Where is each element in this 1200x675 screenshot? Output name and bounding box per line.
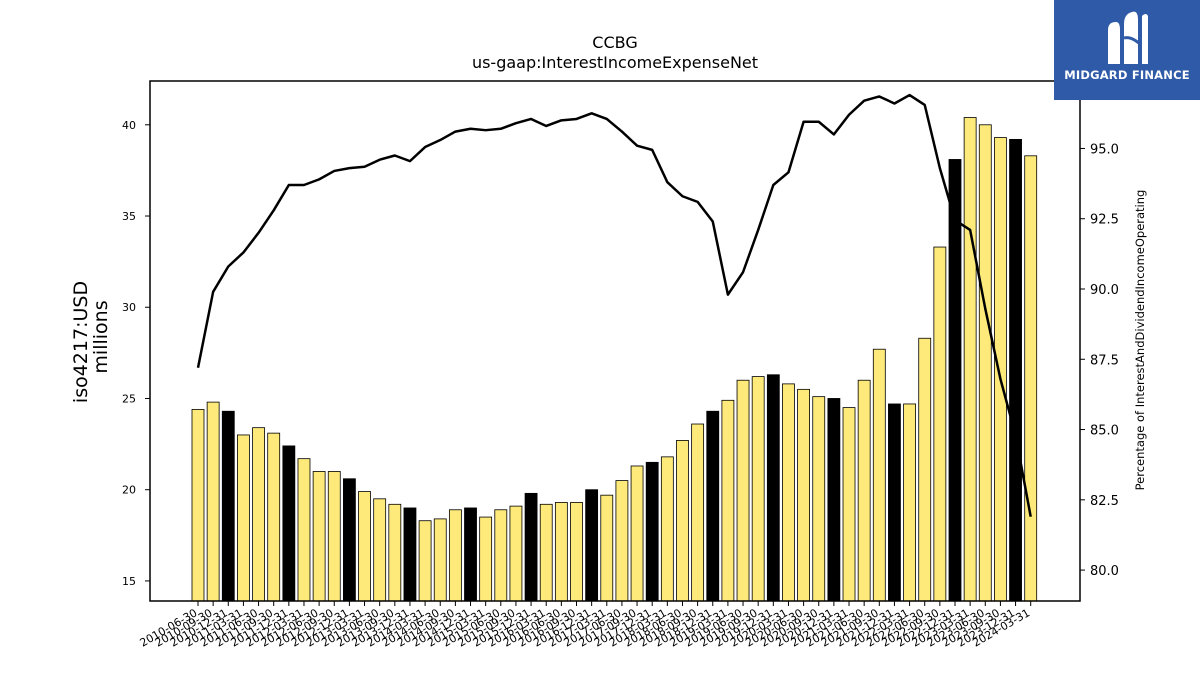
bar-2011-09-30 xyxy=(267,432,281,602)
x-ticks: 2010-06-302010-09-302010-12-312011-03-31… xyxy=(138,601,1032,650)
y-tick-label: 20 xyxy=(122,484,136,497)
bar-2011-12-31 xyxy=(282,445,296,602)
bar-2021-06-30 xyxy=(857,379,871,602)
bar-2020-09-30 xyxy=(812,396,826,602)
bar-2018-03-31 xyxy=(660,456,674,602)
bar-2020-12-31 xyxy=(827,398,841,602)
bar-2011-03-31 xyxy=(237,434,250,602)
bar-2016-03-31 xyxy=(539,503,553,602)
bar-2023-03-31 xyxy=(963,117,977,602)
bar-2018-06-30 xyxy=(676,440,689,602)
bar-2013-03-31 xyxy=(358,491,371,602)
pct-line xyxy=(196,93,1032,517)
bar-2015-06-30 xyxy=(494,509,508,602)
line-group xyxy=(196,93,1032,517)
bar-2023-12-31 xyxy=(1009,138,1022,602)
bar-2023-09-30 xyxy=(994,137,1007,602)
y-tick-label: 25 xyxy=(122,392,136,405)
bars-group xyxy=(191,117,1038,602)
logo: MIDGARD FINANCE xyxy=(1054,0,1200,100)
bar-2012-12-31 xyxy=(342,478,356,602)
bar-2019-06-30 xyxy=(736,379,750,602)
bar-2013-12-31 xyxy=(403,507,417,602)
y2-tick-label: 85.0 xyxy=(1090,424,1119,439)
bar-2015-09-30 xyxy=(509,505,523,602)
y2-tick-label: 80.0 xyxy=(1090,564,1119,579)
y2-tick-label: 92.5 xyxy=(1090,213,1119,228)
bar-2012-03-31 xyxy=(297,458,311,602)
bar-2022-09-30 xyxy=(933,246,947,602)
bar-2013-06-30 xyxy=(373,498,387,602)
bar-2012-06-30 xyxy=(312,471,326,602)
y-tick-label: 40 xyxy=(122,119,136,132)
bar-2022-06-30 xyxy=(918,337,932,602)
y2-ticks: 80.0 82.5 85.0 87.5 90.0 92.5 95.0 xyxy=(1080,142,1119,579)
logo-mark-icon xyxy=(1108,11,1148,64)
bar-2022-12-31 xyxy=(948,159,962,602)
y-tick-label: 15 xyxy=(122,575,136,588)
bar-2017-12-31 xyxy=(645,461,659,602)
bar-2016-06-30 xyxy=(554,502,568,602)
bar-2016-09-30 xyxy=(570,502,583,602)
y2-tick-label: 95.0 xyxy=(1090,142,1119,157)
y-axis-label: iso4217:USD xyxy=(70,281,92,403)
bar-2021-12-31 xyxy=(888,403,901,602)
y-ticks: 15 20 25 30 35 40 xyxy=(122,119,150,588)
bar-2021-09-30 xyxy=(872,348,886,602)
plot-frame xyxy=(149,80,1081,602)
bar-2011-06-30 xyxy=(252,427,265,602)
bar-2018-12-31 xyxy=(706,410,720,602)
bar-2022-03-31 xyxy=(903,403,916,602)
bar-2010-12-31 xyxy=(221,410,235,602)
bar-2023-06-30 xyxy=(978,124,992,602)
bar-2017-09-30 xyxy=(630,465,644,602)
bar-2014-03-31 xyxy=(418,520,432,602)
bar-2014-09-30 xyxy=(448,509,462,602)
y-axis-label-units: millions xyxy=(90,300,112,373)
bar-2024-03-31 xyxy=(1024,155,1038,602)
bar-2017-03-31 xyxy=(600,494,614,602)
y2-tick-label: 87.5 xyxy=(1090,353,1119,368)
bar-2019-09-30 xyxy=(751,376,765,602)
y2-tick-label: 82.5 xyxy=(1090,494,1119,509)
logo-text: MIDGARD FINANCE xyxy=(1064,68,1190,82)
bar-2021-03-31 xyxy=(842,407,856,602)
bar-2010-06-30 xyxy=(191,409,205,602)
bar-2012-09-30 xyxy=(327,471,341,602)
bar-2010-09-30 xyxy=(206,401,220,602)
y-tick-label: 35 xyxy=(122,210,136,223)
bar-2015-12-31 xyxy=(524,492,538,602)
bar-2020-06-30 xyxy=(797,388,810,602)
y-tick-label: 30 xyxy=(122,301,136,314)
bar-2016-12-31 xyxy=(585,489,599,602)
bar-2018-09-30 xyxy=(691,423,705,602)
bar-2019-12-31 xyxy=(766,374,780,602)
bar-2017-06-30 xyxy=(615,480,629,602)
bar-2014-12-31 xyxy=(464,507,477,602)
chart-subtitle: us-gaap:InterestIncomeExpenseNet xyxy=(472,53,758,72)
y2-tick-label: 90.0 xyxy=(1090,283,1119,298)
bar-2019-03-31 xyxy=(721,399,735,602)
bar-2014-06-30 xyxy=(433,518,447,602)
bar-2013-09-30 xyxy=(388,503,402,602)
chart-title: CCBG xyxy=(592,33,637,52)
y2-axis-label: Percentage of InterestAndDividendIncomeO… xyxy=(1133,190,1147,491)
bar-2015-03-31 xyxy=(479,516,493,602)
bar-2020-03-31 xyxy=(782,383,795,602)
